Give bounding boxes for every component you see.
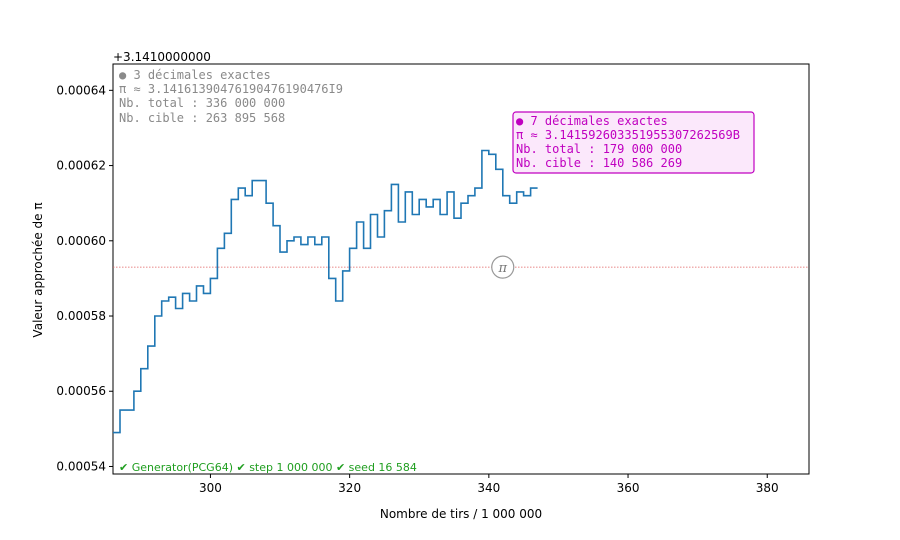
annotation-current-line2: π ≈ 3.14161390476190476190476I9 (119, 82, 343, 96)
annotation-best-box (512, 111, 755, 174)
pi-marker-label: π (497, 261, 507, 276)
x-tick-label: 340 (477, 481, 500, 495)
y-tick-label: 0.00060 (56, 234, 106, 248)
y-ticks: 0.00054 0.00056 0.00058 0.00060 0.00062 0.000… (56, 83, 113, 473)
y-tick-label: 0.00058 (56, 309, 106, 323)
annotation-best-line1: ● 7 décimales exactes (516, 114, 668, 128)
x-tick-label: 360 (617, 481, 640, 495)
status-line: ✔ Generator(PCG64) ✔ step 1 000 000 ✔ se… (119, 461, 417, 474)
y-tick-label: 0.00054 (56, 459, 106, 473)
y-tick-label: 0.00056 (56, 384, 106, 398)
y-tick-label: 0.00062 (56, 159, 106, 173)
y-axis-label: Valeur approchée de π (31, 202, 45, 337)
annotation-best-line2: π ≈ 3.141592603351955307262569B (516, 128, 740, 142)
annotation-best: ● 7 décimales exactes π ≈ 3.141592603351… (512, 111, 755, 174)
y-offset-label: +3.1410000000 (113, 50, 211, 64)
annotation-current-line3: Nb. total : 336 000 000 (119, 96, 285, 110)
pi-marker-circle (491, 255, 515, 279)
annotation-best-line4: Nb. cible : 140 586 269 (516, 156, 682, 170)
annotation-best-line3: Nb. total : 179 000 000 (516, 142, 682, 156)
y-tick-label: 0.00064 (56, 83, 106, 97)
x-ticks: 300 320 340 360 380 (199, 474, 779, 495)
annotation-current-line1: ● 3 décimales exactes (119, 68, 271, 82)
x-tick-label: 300 (199, 481, 222, 495)
x-axis-label: Nombre de tirs / 1 000 000 (380, 507, 542, 521)
annotation-current: ● 3 décimales exactes π ≈ 3.141613904761… (119, 68, 343, 125)
annotation-current-line4: Nb. cible : 263 895 568 (119, 111, 285, 125)
series-line (113, 149, 538, 434)
pi-marker: π (491, 255, 515, 279)
x-tick-label: 320 (338, 481, 361, 495)
x-tick-label: 380 (756, 481, 779, 495)
